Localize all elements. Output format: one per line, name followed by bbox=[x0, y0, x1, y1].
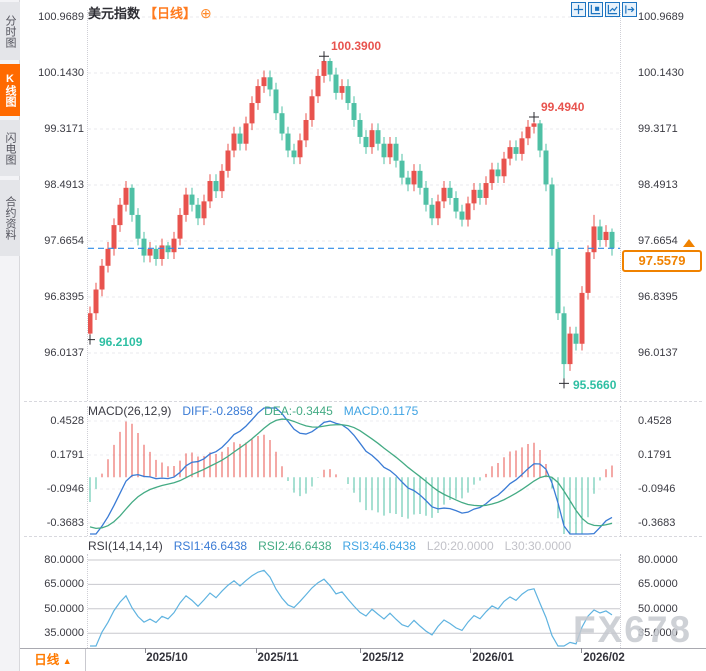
rsi-l30-value: L30:30.0000 bbox=[504, 539, 572, 553]
watermark: FX678 bbox=[573, 609, 693, 650]
y-axis-label: 50.0000 bbox=[638, 602, 678, 615]
y-axis-label: 80.0000 bbox=[44, 554, 84, 566]
y-axis-label: 0.4528 bbox=[50, 415, 84, 427]
annotation-high-price: 99.4940 bbox=[541, 100, 585, 114]
y-axis-label: 100.9689 bbox=[638, 11, 684, 23]
y-axis-label: 50.0000 bbox=[44, 602, 84, 615]
rsi-panel[interactable] bbox=[88, 554, 620, 648]
macd-header: MACD(26,12,9) DIFF:-0.2858 DEA:-0.3445 MACD… bbox=[88, 404, 429, 418]
y-axis-label: 100.1430 bbox=[38, 67, 84, 79]
x-axis-label: 2025/12 bbox=[362, 652, 404, 664]
y-axis-label: 99.3171 bbox=[638, 123, 678, 135]
panel-separator bbox=[24, 536, 702, 537]
plot-border bbox=[87, 10, 88, 401]
plot-border bbox=[620, 406, 621, 536]
crosshair-icon[interactable] bbox=[571, 2, 586, 17]
x-axis-tick bbox=[581, 648, 582, 653]
annotation-low-price: 96.2109 bbox=[99, 334, 143, 349]
y-axis-label: 0.4528 bbox=[638, 415, 672, 427]
rsi3-value: RSI3:46.6438 bbox=[342, 539, 416, 553]
add-indicator-icon[interactable]: ⊕ bbox=[200, 5, 212, 21]
x-axis-tick bbox=[470, 648, 471, 653]
sidebar-item-kline-chart[interactable]: K线图 bbox=[0, 64, 20, 116]
y-axis-label: 80.0000 bbox=[638, 554, 678, 566]
page-title: 美元指数 【日线】 ⊕ bbox=[88, 3, 212, 22]
y-axis-label: 65.0000 bbox=[44, 578, 84, 591]
y-axis-label: -0.3683 bbox=[46, 517, 84, 529]
annotation-high-price: 100.3900 bbox=[331, 39, 382, 54]
chevron-up-icon: ▲ bbox=[62, 656, 72, 666]
y-axis-label: 97.6654 bbox=[44, 235, 84, 247]
rsi-params-label: RSI(14,14,14) bbox=[88, 539, 163, 553]
y-axis-label: 100.9689 bbox=[38, 11, 84, 23]
panel-separator bbox=[24, 401, 702, 402]
rsi-l20-value: L20:20.0000 bbox=[426, 539, 494, 553]
rsi2-value: RSI2:46.6438 bbox=[258, 539, 332, 553]
rsi1-value: RSI1:46.6438 bbox=[173, 539, 248, 553]
plot-border bbox=[620, 10, 621, 401]
x-axis-tick bbox=[145, 648, 146, 653]
pan-right-icon[interactable] bbox=[622, 2, 637, 17]
sidebar-item-time-chart[interactable]: 分时图 bbox=[0, 2, 20, 60]
symbol-name: 美元指数 bbox=[88, 6, 141, 21]
y-axis-label: 100.1430 bbox=[638, 67, 684, 79]
y-axis-label: 0.1791 bbox=[50, 449, 84, 461]
x-axis-tick bbox=[256, 648, 257, 653]
plot-border bbox=[87, 406, 88, 536]
y-axis-label: 99.3171 bbox=[44, 123, 84, 135]
y-axis-label: 96.8395 bbox=[44, 291, 84, 303]
current-price-badge: 97.5579 bbox=[622, 250, 702, 273]
sidebar-item-lightning-chart[interactable]: 闪电图 bbox=[0, 120, 20, 176]
y-axis-label: 97.6654 bbox=[638, 235, 678, 247]
current-price-arrow-icon bbox=[683, 239, 695, 248]
y-axis-label: -0.0946 bbox=[638, 483, 676, 495]
macd-diff-value: DIFF:-0.2858 bbox=[182, 404, 254, 418]
y-axis-label: 0.1791 bbox=[638, 449, 672, 461]
period-tab-label: 日线 bbox=[34, 653, 60, 667]
y-axis-label: -0.3683 bbox=[638, 517, 676, 529]
y-axis-label: 35.0000 bbox=[638, 627, 678, 640]
macd-panel[interactable] bbox=[88, 406, 620, 536]
y-axis-label: 35.0000 bbox=[44, 627, 84, 640]
y-axis-label: 65.0000 bbox=[638, 578, 678, 591]
x-axis-label: 2025/11 bbox=[257, 652, 299, 664]
x-axis-tick bbox=[360, 648, 361, 653]
macd-params-label: MACD(26,12,9) bbox=[88, 404, 172, 418]
zoom-area-icon[interactable] bbox=[588, 2, 603, 17]
sidebar-item-contract-info[interactable]: 合约资料 bbox=[0, 180, 20, 256]
annotation-low-price: 95.5660 bbox=[573, 378, 617, 393]
y-axis-label: 96.8395 bbox=[638, 291, 678, 303]
y-axis-label: 96.0137 bbox=[638, 347, 678, 359]
x-axis-label: 2026/02 bbox=[583, 652, 625, 664]
y-axis-label: -0.0946 bbox=[46, 483, 84, 495]
period-tab-daily[interactable]: 日线 ▲ bbox=[21, 649, 86, 671]
plot-border bbox=[87, 554, 88, 648]
macd-dea-value: DEA:-0.3445 bbox=[264, 404, 333, 418]
trend-line-icon[interactable] bbox=[605, 2, 620, 17]
y-axis-label: 98.4913 bbox=[44, 179, 84, 191]
chart-toolbar bbox=[571, 2, 637, 17]
x-axis-label: 2026/01 bbox=[472, 652, 514, 664]
y-axis-label: 98.4913 bbox=[638, 179, 678, 191]
sidebar: 分时图 K线图 闪电图 合约资料 bbox=[0, 0, 20, 671]
x-axis-label: 2025/10 bbox=[146, 652, 188, 664]
period-badge: 【日线】 bbox=[144, 6, 197, 21]
plot-border bbox=[620, 554, 621, 648]
macd-macd-value: MACD:0.1175 bbox=[343, 404, 419, 418]
x-axis-line bbox=[20, 648, 706, 649]
candlestick-chart[interactable] bbox=[88, 10, 620, 401]
y-axis-label: 96.0137 bbox=[44, 347, 84, 359]
rsi-header: RSI(14,14,14) RSI1:46.6438 RSI2:46.6438 RSI… bbox=[88, 539, 582, 553]
